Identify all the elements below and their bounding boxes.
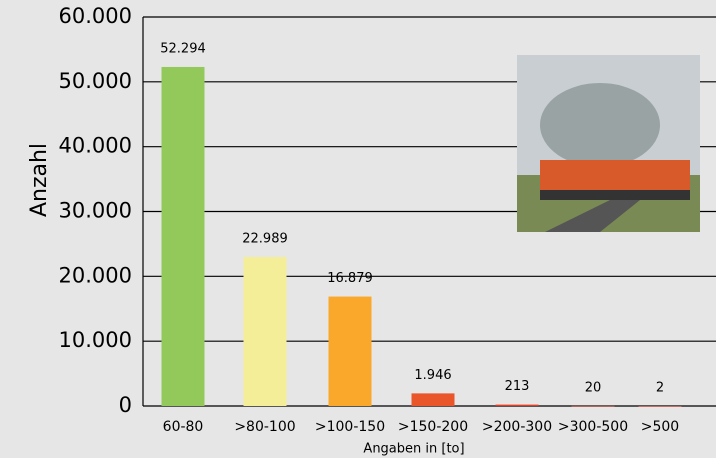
bar [638, 405, 682, 407]
y-tick-label: 10.000 [59, 328, 132, 352]
x-axis-label: Angaben in [to] [363, 442, 464, 457]
photo-tank [540, 83, 660, 167]
x-tick-label: >500 [641, 419, 679, 435]
value-label: 213 [505, 379, 530, 394]
photo [517, 55, 700, 232]
bar [495, 404, 539, 406]
bar [243, 256, 287, 406]
value-label: 22.989 [242, 231, 288, 246]
value-label: 20 [585, 380, 602, 395]
bar [328, 296, 372, 406]
y-tick-label: 0 [119, 393, 132, 417]
y-tick-label: 50.000 [59, 69, 132, 93]
bar [411, 393, 455, 406]
x-tick-label: >80-100 [234, 419, 295, 435]
y-tick-label: 30.000 [59, 199, 132, 223]
photo-truck [540, 160, 690, 195]
y-tick-label: 20.000 [59, 263, 132, 287]
value-label: 52.294 [160, 41, 206, 56]
bar [161, 66, 205, 406]
value-label: 2 [656, 380, 664, 395]
x-tick-label: >100-150 [315, 419, 385, 435]
photo-wheels [540, 190, 690, 200]
value-label: 1.946 [414, 368, 451, 383]
x-tick-label: >150-200 [398, 419, 468, 435]
x-tick-label: 60-80 [163, 419, 204, 435]
y-axis-label: Anzahl [27, 143, 52, 217]
value-label: 16.879 [327, 271, 373, 286]
y-tick-label: 60.000 [59, 4, 132, 28]
bar [571, 405, 615, 407]
photo-road [545, 200, 640, 232]
x-tick-label: >300-500 [558, 419, 628, 435]
x-tick-label: >200-300 [482, 419, 552, 435]
y-tick-label: 40.000 [59, 134, 132, 158]
